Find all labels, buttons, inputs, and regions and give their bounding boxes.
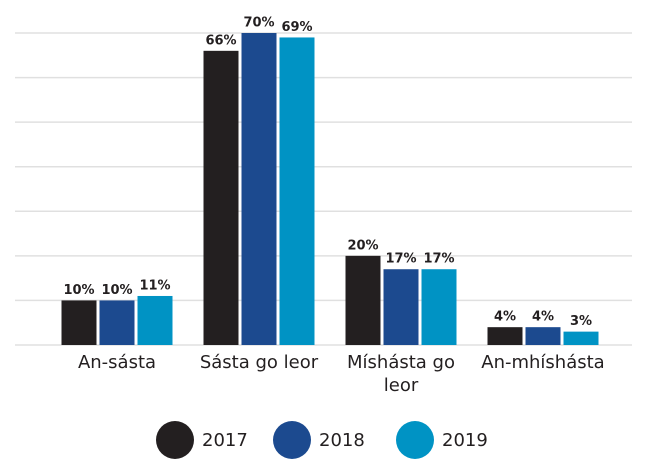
bar: [345, 255, 381, 345]
legend-label: 2017: [202, 430, 248, 451]
bar: [61, 300, 97, 345]
bar: [421, 269, 457, 345]
value-label: 70%: [243, 16, 274, 31]
legend-swatch: [156, 421, 194, 459]
value-label: 4%: [532, 310, 554, 325]
value-label: 17%: [423, 252, 454, 267]
bar: [487, 327, 523, 345]
bar: [525, 327, 561, 345]
x-tick-label: An-sásta: [77, 352, 157, 373]
bar: [137, 295, 173, 345]
x-tick-label: Sásta go leor: [199, 352, 319, 373]
value-label: 3%: [570, 314, 592, 329]
value-label: 11%: [139, 278, 170, 293]
bar: [383, 269, 419, 345]
bar: [203, 50, 239, 345]
value-label: 20%: [347, 238, 378, 253]
value-label: 10%: [63, 283, 94, 298]
value-label: 17%: [385, 252, 416, 267]
value-label: 66%: [205, 33, 236, 48]
legend-swatch: [273, 421, 311, 459]
bar: [563, 331, 599, 345]
value-label: 4%: [494, 310, 516, 325]
legend-label: 2018: [319, 430, 365, 451]
bar: [99, 300, 135, 345]
value-label: 10%: [101, 283, 132, 298]
x-tick-label: Míshásta go leor: [347, 352, 455, 396]
bar: [279, 37, 315, 345]
legend-swatch: [396, 421, 434, 459]
x-tick-label: An-mhíshásta: [481, 352, 605, 373]
bar: [241, 33, 277, 345]
value-label: 69%: [281, 20, 312, 35]
legend-label: 2019: [442, 430, 488, 451]
